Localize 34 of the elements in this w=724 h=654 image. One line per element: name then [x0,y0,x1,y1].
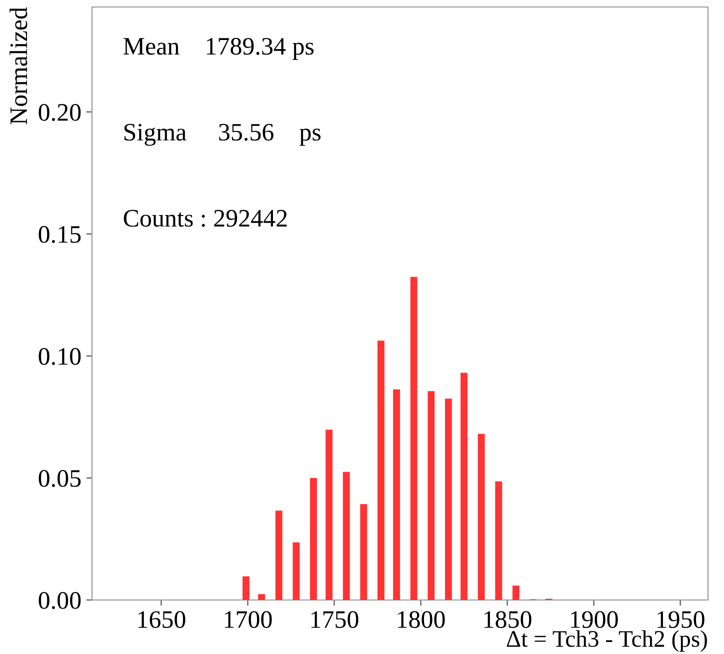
annotation: Mean 1789.34 ps [124,38,314,60]
y-tick-label: 0.10 [38,348,81,365]
bar [378,340,384,600]
bar [310,478,317,600]
bar [242,576,250,600]
x-tick-label: 1950 [658,611,704,628]
annotation: Sigma 35.56 ps [124,124,321,146]
x-tick-label: 1850 [484,611,532,628]
y-tick-label: 0.05 [38,470,81,488]
bar [444,398,452,600]
bar [460,372,468,600]
x-tick-label: 1700 [224,611,272,628]
bar [495,481,502,600]
bar [275,510,282,600]
annotation: Counts : 292442 [124,210,287,227]
bar [512,586,520,600]
bar [478,434,485,600]
bar [292,542,300,600]
bar [410,276,418,600]
x-tick-label: 1650 [138,611,186,628]
y-tick-label: 0.20 [38,104,81,121]
bar [360,504,368,600]
x-axis-title: Δt = Tch3 - Tch2 (ps) [506,630,707,652]
x-tick-label: 1800 [398,611,445,628]
x-tick-label: 1750 [311,611,358,628]
x-tick-label: 1900 [570,611,618,628]
bar [342,472,350,600]
bar [258,594,266,600]
bar [393,389,400,600]
y-tick-label: 0.00 [38,592,81,610]
bar [428,391,435,600]
y-axis-title: Normalized [10,7,28,124]
y-tick-label: 0.15 [38,226,81,243]
bar [326,430,333,600]
